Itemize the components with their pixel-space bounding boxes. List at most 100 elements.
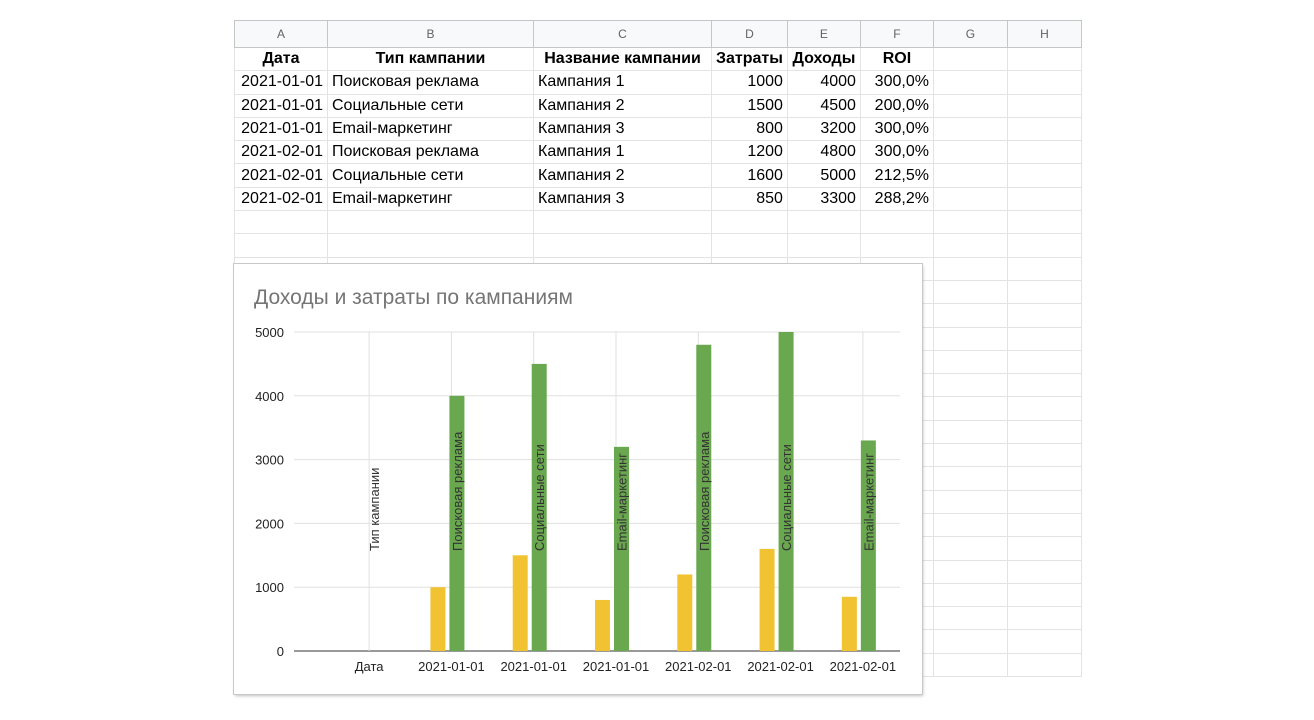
column-header-a[interactable]: A [234, 20, 328, 48]
cell[interactable]: Кампания 3 [533, 116, 712, 142]
cell[interactable] [1006, 396, 1082, 421]
cell[interactable] [1006, 629, 1082, 654]
cell[interactable] [1006, 116, 1082, 142]
cell[interactable]: 1200 [711, 140, 788, 165]
cell[interactable]: 3300 [786, 186, 861, 212]
cell[interactable]: Социальные сети [327, 163, 534, 188]
cell[interactable] [932, 186, 1008, 212]
cell[interactable] [932, 629, 1008, 654]
cell[interactable]: Поисковая реклама [327, 140, 534, 165]
cell[interactable] [932, 652, 1008, 678]
cell[interactable] [932, 256, 1008, 281]
cell[interactable] [1006, 279, 1082, 305]
cell[interactable] [1006, 512, 1082, 538]
cell[interactable] [1006, 210, 1082, 235]
cell[interactable] [234, 210, 328, 235]
cell[interactable] [1006, 163, 1082, 188]
cell[interactable] [1006, 233, 1082, 258]
cell[interactable]: 200,0% [859, 93, 934, 118]
header-cell[interactable]: Название кампании [533, 46, 712, 72]
cell[interactable] [859, 210, 934, 235]
cell[interactable]: 2021-01-01 [234, 70, 328, 95]
header-cell[interactable]: Дата [234, 46, 328, 72]
cell[interactable] [1006, 46, 1082, 72]
cell[interactable] [234, 233, 328, 258]
cell[interactable]: 212,5% [859, 163, 934, 188]
header-cell[interactable]: ROI [859, 46, 934, 72]
cell[interactable] [932, 116, 1008, 142]
cell[interactable] [711, 233, 788, 258]
cell[interactable]: 288,2% [859, 186, 934, 212]
cell[interactable]: 2021-01-01 [234, 93, 328, 118]
cell[interactable] [1006, 489, 1082, 514]
cell[interactable] [533, 233, 712, 258]
cell[interactable] [1006, 373, 1082, 398]
cell[interactable]: 5000 [786, 163, 861, 188]
cell[interactable]: 4000 [786, 70, 861, 95]
cell[interactable]: 300,0% [859, 140, 934, 165]
cell[interactable]: 300,0% [859, 116, 934, 142]
cell[interactable] [932, 606, 1008, 631]
cell[interactable] [932, 419, 1008, 445]
cell[interactable] [932, 443, 1008, 468]
cell[interactable] [786, 233, 861, 258]
cell[interactable] [932, 536, 1008, 561]
cell[interactable] [1006, 256, 1082, 281]
cell[interactable] [932, 512, 1008, 538]
header-cell[interactable]: Затраты [711, 46, 788, 72]
cell[interactable]: 1600 [711, 163, 788, 188]
cell[interactable] [1006, 419, 1082, 445]
cell[interactable] [932, 46, 1008, 72]
cell[interactable]: Кампания 3 [533, 186, 712, 212]
cell[interactable]: 4800 [786, 140, 861, 165]
cell[interactable] [1006, 652, 1082, 678]
cell[interactable] [932, 70, 1008, 95]
cell[interactable] [1006, 326, 1082, 351]
column-header-f[interactable]: F [859, 20, 934, 48]
cell[interactable] [1006, 443, 1082, 468]
cell[interactable] [1006, 559, 1082, 584]
cell[interactable] [1006, 606, 1082, 631]
cell[interactable]: 4500 [786, 93, 861, 118]
cell[interactable]: Кампания 1 [533, 70, 712, 95]
cell[interactable]: 2021-02-01 [234, 186, 328, 212]
cell[interactable] [1006, 70, 1082, 95]
cell[interactable] [327, 233, 534, 258]
cell[interactable] [786, 210, 861, 235]
cell[interactable] [932, 559, 1008, 584]
cell[interactable]: 300,0% [859, 70, 934, 95]
column-header-d[interactable]: D [711, 20, 788, 48]
cell[interactable] [932, 140, 1008, 165]
cell[interactable] [1006, 466, 1082, 491]
column-header-b[interactable]: B [327, 20, 534, 48]
cell[interactable] [1006, 582, 1082, 608]
header-cell[interactable]: Тип кампании [327, 46, 534, 72]
cell[interactable]: Email-маркетинг [327, 186, 534, 212]
cell[interactable]: Email-маркетинг [327, 116, 534, 142]
cell[interactable] [932, 373, 1008, 398]
cell[interactable] [932, 396, 1008, 421]
cell[interactable] [533, 210, 712, 235]
cell[interactable] [932, 303, 1008, 328]
cell[interactable] [1006, 93, 1082, 118]
cell[interactable]: Поисковая реклама [327, 70, 534, 95]
cell[interactable] [711, 210, 788, 235]
cell[interactable] [932, 326, 1008, 351]
cell[interactable]: Кампания 2 [533, 163, 712, 188]
cell[interactable] [1006, 349, 1082, 375]
header-cell[interactable]: Доходы [786, 46, 861, 72]
column-header-e[interactable]: E [786, 20, 861, 48]
cell[interactable] [932, 233, 1008, 258]
cell[interactable]: 2021-02-01 [234, 163, 328, 188]
cell[interactable] [932, 489, 1008, 514]
column-header-h[interactable]: H [1006, 20, 1082, 48]
column-header-c[interactable]: C [533, 20, 712, 48]
cell[interactable] [932, 279, 1008, 305]
column-header-g[interactable]: G [932, 20, 1008, 48]
cell[interactable]: 1500 [711, 93, 788, 118]
cell[interactable] [1006, 303, 1082, 328]
cell[interactable] [327, 210, 534, 235]
cell[interactable] [932, 93, 1008, 118]
cell[interactable] [932, 466, 1008, 491]
cell[interactable] [932, 349, 1008, 375]
